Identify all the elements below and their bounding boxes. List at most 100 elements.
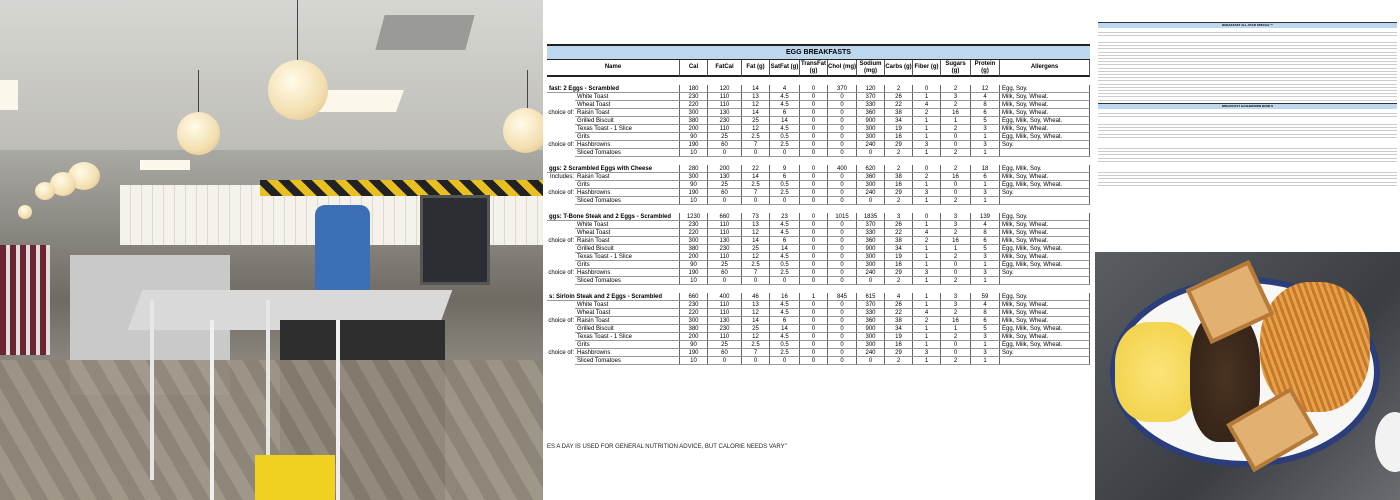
table-row	[1098, 43, 1397, 47]
table-row	[1098, 156, 1397, 159]
nutrition-value: 3	[971, 269, 1000, 277]
allergens: Milk, Soy, Wheat.	[1000, 221, 1090, 229]
nutrition-value: 900	[857, 245, 885, 253]
nutrition-value: 130	[708, 237, 742, 245]
nutrition-value: 0	[828, 349, 857, 357]
nutrition-value: 240	[857, 269, 885, 277]
allergens: Soy.	[1000, 189, 1090, 197]
nutrition-value: 2	[941, 101, 971, 109]
section-title: BREAKFAST ALL-STAR SPECIAL™	[1098, 22, 1397, 28]
nutrition-value: 1	[800, 293, 828, 301]
table-row	[1098, 30, 1397, 33]
nutrition-value: 300	[857, 133, 885, 141]
allergens: Egg, Milk, Soy.	[1000, 165, 1090, 173]
nutrition-value: 0	[742, 357, 770, 365]
item-name: Grits	[575, 261, 680, 269]
item-name: Wheat Toast	[575, 101, 680, 109]
nutrition-value: 120	[857, 85, 885, 93]
nutrition-value: 3	[885, 213, 913, 221]
nutrition-value: 0	[828, 237, 857, 245]
item-name: Sliced Tomatoes	[575, 357, 680, 365]
nutrition-value: 3	[971, 349, 1000, 357]
nutrition-value: 4.5	[770, 125, 800, 133]
nutrition-value: 12	[742, 253, 770, 261]
nutrition-value: 0	[770, 277, 800, 285]
nutrition-value: 0	[857, 197, 885, 205]
pendant-lamp	[503, 108, 543, 153]
nutrition-value: 0	[913, 213, 941, 221]
allergens: Milk, Soy, Wheat.	[1000, 253, 1090, 261]
table-row	[1098, 180, 1397, 183]
pendant-lamp	[18, 205, 32, 219]
nutrition-value: 280	[680, 165, 708, 173]
nutrition-value: 4	[971, 301, 1000, 309]
item-name: Grilled Biscuit	[575, 117, 680, 125]
allergens: Milk, Soy, Wheat.	[1000, 301, 1090, 309]
nutrition-value: 22	[885, 309, 913, 317]
allergens: Egg, Milk, Soy, Wheat.	[1000, 117, 1090, 125]
nutrition-value: 0	[708, 149, 742, 157]
nutrition-value: 3	[971, 189, 1000, 197]
nutrition-value: 18	[971, 165, 1000, 173]
column-header: Fat (g)	[742, 60, 770, 77]
nutrition-value: 300	[680, 173, 708, 181]
nutrition-value: 190	[680, 349, 708, 357]
nutrition-value: 0	[828, 109, 857, 117]
nutrition-value: 60	[708, 189, 742, 197]
group-label: choice of:	[548, 270, 574, 276]
nutrition-value: 3	[941, 213, 971, 221]
nutrition-value: 3	[913, 189, 941, 197]
nutrition-value: 14	[770, 245, 800, 253]
diner-interior-photo	[0, 0, 543, 500]
item-name: Hashbrowns	[575, 349, 680, 357]
nutrition-value: 110	[708, 301, 742, 309]
nutrition-value: 240	[857, 189, 885, 197]
nutrition-value: 10	[680, 197, 708, 205]
table-row	[1098, 176, 1397, 180]
table-row	[1098, 56, 1397, 59]
nutrition-value: 1	[941, 325, 971, 333]
column-header: Name	[547, 60, 680, 77]
nutrition-value: 0	[828, 341, 857, 349]
nutrition-value: 0	[941, 141, 971, 149]
nutrition-value: 12	[742, 333, 770, 341]
column-header: Chol (mg)	[828, 60, 857, 77]
item-name: fast: 2 Eggs - Scrambled	[547, 85, 680, 93]
allergens: Milk, Soy, Wheat.	[1000, 333, 1090, 341]
column-header: Fiber (g)	[913, 60, 941, 77]
nutrition-value: 230	[708, 245, 742, 253]
nutrition-value: 0	[800, 173, 828, 181]
nutrition-value: 3	[913, 269, 941, 277]
nutrition-value: 300	[857, 341, 885, 349]
nutrition-value: 19	[885, 125, 913, 133]
column-header: TransFat (g)	[800, 60, 828, 77]
group-label: choice of:	[548, 350, 574, 356]
allergens: Egg, Milk, Soy, Wheat.	[1000, 133, 1090, 141]
nutrition-value: 900	[857, 325, 885, 333]
nutrition-value: 0	[800, 237, 828, 245]
group-label: choice of:	[548, 142, 574, 148]
nutrition-value: 2.5	[770, 189, 800, 197]
nutrition-value: 0	[800, 189, 828, 197]
nutrition-value: 110	[708, 125, 742, 133]
nutrition-value: 2	[941, 357, 971, 365]
nutrition-value: 1	[971, 149, 1000, 157]
nutrition-value: 0	[941, 133, 971, 141]
chair	[210, 320, 340, 500]
nutrition-value: 0	[800, 333, 828, 341]
nutrition-value: 8	[971, 229, 1000, 237]
nutrition-value: 1	[913, 277, 941, 285]
column-header: Allergens	[1000, 60, 1090, 77]
nutrition-value: 300	[680, 109, 708, 117]
table-row	[1098, 114, 1397, 118]
nutrition-value: 14	[770, 117, 800, 125]
nutrition-value: 1	[913, 149, 941, 157]
group-label: Includes:	[549, 174, 574, 180]
item-name: White Toast	[575, 301, 680, 309]
table-row	[1098, 72, 1397, 75]
nutrition-value: 1	[913, 301, 941, 309]
nutrition-value: 230	[708, 117, 742, 125]
nutrition-value: 1	[913, 325, 941, 333]
nutrition-value: 25	[708, 181, 742, 189]
nutrition-value: 4.5	[770, 309, 800, 317]
